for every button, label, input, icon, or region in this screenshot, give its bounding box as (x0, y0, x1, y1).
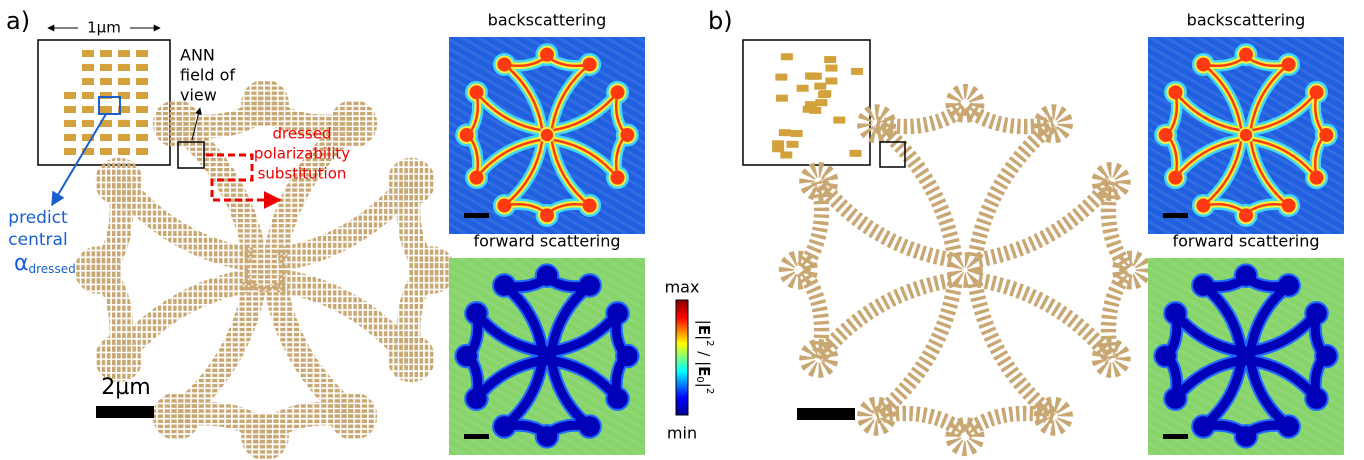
substitution-label: substitution (258, 165, 347, 183)
particle (796, 84, 809, 92)
scale-bar (96, 406, 154, 418)
inset-particles (772, 53, 864, 159)
map-title: backscattering (1187, 11, 1306, 30)
particle (772, 140, 785, 148)
scale-label: 2µm (101, 375, 150, 400)
particle (807, 72, 820, 80)
particle (82, 134, 94, 141)
ann-label: ANN (180, 46, 215, 65)
particle (118, 148, 130, 155)
predict-label: central (8, 230, 67, 250)
particle (815, 99, 828, 107)
particle (64, 134, 76, 141)
particle (82, 120, 94, 127)
ann-label: view (180, 86, 217, 105)
particle (136, 50, 148, 57)
ann-label: field of (180, 66, 235, 85)
particle (82, 64, 94, 71)
particle (100, 148, 112, 155)
field-map (449, 258, 645, 455)
substitution-label: dressed (273, 125, 332, 143)
particle (772, 145, 785, 153)
particle (778, 129, 791, 137)
particle (136, 148, 148, 155)
particle (780, 151, 793, 159)
particle (851, 67, 864, 75)
particle (825, 77, 838, 85)
map-title: forward scattering (1172, 232, 1319, 251)
arrow (51, 113, 107, 207)
particle (64, 120, 76, 127)
particle (64, 92, 76, 99)
particle (833, 116, 846, 124)
particle (100, 134, 112, 141)
particle (118, 120, 130, 127)
particle (82, 78, 94, 85)
particle (100, 78, 112, 85)
particle (775, 73, 788, 81)
panel-label: a) (6, 7, 30, 35)
inset-scale: 1µm (87, 19, 121, 37)
particle (786, 140, 799, 148)
particle (790, 130, 803, 138)
particle (100, 64, 112, 71)
substitution-label: polarizability (254, 145, 350, 163)
particle (136, 64, 148, 71)
particle (82, 50, 94, 57)
particle (824, 56, 837, 64)
field-box (177, 141, 205, 169)
map-title: forward scattering (473, 232, 620, 251)
panel-label: b) (708, 7, 733, 35)
highlight (98, 96, 121, 115)
particle (775, 94, 788, 102)
inset-particles (64, 50, 148, 155)
particle (82, 106, 94, 113)
scale-bar (797, 408, 855, 420)
particle (118, 50, 130, 57)
particle (118, 134, 130, 141)
field-map (449, 37, 645, 234)
particle (118, 92, 130, 99)
particle (136, 92, 148, 99)
particle (118, 64, 130, 71)
map-title: backscattering (488, 11, 607, 30)
particle (809, 106, 822, 114)
colorbar-max: max (665, 278, 700, 297)
field-map (1148, 258, 1344, 455)
particle (136, 120, 148, 127)
particle (136, 78, 148, 85)
field-map (1148, 37, 1344, 234)
colorbar (675, 299, 689, 416)
particle (804, 101, 817, 109)
particle (100, 106, 112, 113)
particle (118, 78, 130, 85)
particle (780, 53, 793, 61)
particle (118, 106, 130, 113)
particle (64, 148, 76, 155)
particle (802, 105, 815, 113)
inset-box (37, 39, 171, 166)
colorbar-min: min (667, 424, 697, 443)
particle (814, 82, 827, 90)
arrow (191, 107, 202, 141)
particle (100, 92, 112, 99)
particle (136, 134, 148, 141)
particle (819, 90, 832, 98)
alpha-label: αdressed (14, 251, 76, 276)
particle (82, 92, 94, 99)
particle (100, 120, 112, 127)
particle (82, 148, 94, 155)
particle (849, 149, 862, 157)
colorbar-label: |E|2 / |E0|2 (694, 320, 715, 394)
particle (100, 50, 112, 57)
particle (136, 106, 148, 113)
predict-label: predict (8, 208, 68, 228)
particle (825, 64, 838, 72)
substitution-arrow (206, 153, 282, 209)
particle (64, 106, 76, 113)
field-box (879, 141, 906, 168)
